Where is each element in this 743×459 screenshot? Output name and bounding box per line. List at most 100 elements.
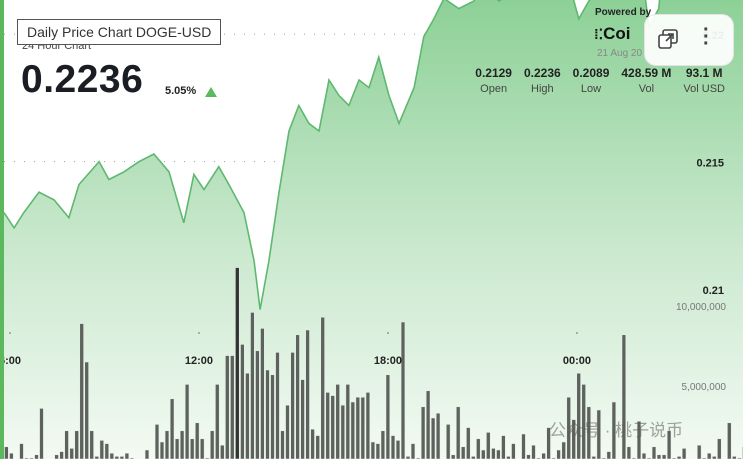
volume-bar [220,444,225,459]
volume-bar [19,443,24,459]
volume-bar [360,396,365,459]
volume-bar [561,441,566,459]
volume-bar [184,384,190,459]
volume-bar [315,435,320,459]
volume-bar [576,372,581,459]
current-price: 0.2236 [21,58,144,101]
volume-bar [511,443,516,459]
volume-bar [395,440,401,459]
volume-bar [707,452,712,459]
volume-bar [280,430,285,459]
volume-bar [430,417,436,459]
volume-tick-label: 5,000,000 [682,382,727,393]
volume-bar [661,454,667,459]
chart-toolbar: · · · [644,14,734,66]
volume-bar [330,395,335,459]
volume-bar [99,440,104,459]
volume-bar [169,398,175,459]
volume-bar [400,321,406,459]
volume-bar [420,406,426,459]
volume-bar [69,448,74,459]
volume-bar [154,424,160,459]
price-tick-label: 0.215 [696,158,724,170]
volume-bar [159,441,165,459]
volume-bar [54,454,59,459]
volume-bar [320,316,325,459]
stat-value: 0.2236 [523,66,561,80]
watermark: 公众号 · 桃子说币 [549,421,684,440]
chart-date: 21 Aug 20 [597,48,643,59]
volume-bar [697,444,702,459]
x-tick-label: 6:00 [4,355,21,367]
volume-bar [250,312,255,459]
volume-bar [496,449,501,459]
volume-bar [541,452,546,459]
up-arrow-icon [205,87,217,97]
volume-bar [124,452,130,459]
volume-bar [641,452,647,459]
volume-bar [305,329,310,459]
stat-value: 93.1 M [685,66,723,80]
x-tick-mark [576,332,578,334]
volume-bar [466,427,471,459]
volume-bar [451,454,456,459]
volume-bar [681,448,687,459]
stat-label: High [531,83,554,95]
volume-bar [596,409,601,459]
volume-bar [9,452,14,459]
volume-bar [200,438,205,459]
volume-bar [79,323,84,459]
stat-label: Low [580,83,602,95]
volume-bar [340,404,345,459]
volume-bar [717,438,722,459]
stat-low: 0.2089 Low [573,66,610,95]
stat-label: Vol [638,83,655,95]
volume-bar [270,374,275,459]
volume-bar [265,369,270,459]
stat-vol: 428.59 M Vol [621,66,671,95]
volume-bar [345,384,350,459]
volume-bar [375,443,381,459]
volume-bar [225,355,230,459]
logo-icon: ⁞⁚ [594,26,604,42]
more-options-icon[interactable]: · · · [703,19,710,55]
volume-bar [611,401,617,459]
volume-bar [656,454,662,459]
brand-logo[interactable]: ⁞⁚Coi [594,24,631,44]
volume-bar [571,419,576,459]
volume-bar [606,451,611,459]
volume-bar [446,424,451,459]
volume-bar [385,374,391,459]
volume-bar [476,438,481,459]
volume-bar [215,384,220,459]
x-tick-mark [9,332,11,334]
open-external-icon[interactable] [658,29,678,49]
volume-bar [104,443,109,459]
volume-bar [64,430,69,459]
volume-bar [310,428,315,459]
volume-bar [365,392,371,459]
volume-bar [486,432,491,459]
x-tick-label: 18:00 [374,355,402,367]
volume-bar [546,427,551,459]
volume-bar [350,401,355,459]
x-tick-label: 00:00 [563,355,591,367]
volume-bar [174,438,180,459]
volume-bar [295,334,300,459]
volume-bar [491,448,496,459]
volume-bar [285,404,290,459]
volume-bar [195,422,200,459]
volume-bar [481,449,486,459]
volume-bar [526,454,531,459]
powered-by-label: Powered by [595,7,652,18]
volume-bar [410,443,416,459]
volume-bar [179,430,185,459]
volume-bar [325,392,330,459]
price-volume-chart[interactable]: 0.220.2150.2110,000,0005,000,0006:0012:0… [4,0,743,459]
volume-bar [240,344,245,459]
stat-high: 0.2236 High [524,66,561,95]
price-line [4,0,661,310]
volume-bar [300,379,305,459]
volume-bar [245,372,250,459]
